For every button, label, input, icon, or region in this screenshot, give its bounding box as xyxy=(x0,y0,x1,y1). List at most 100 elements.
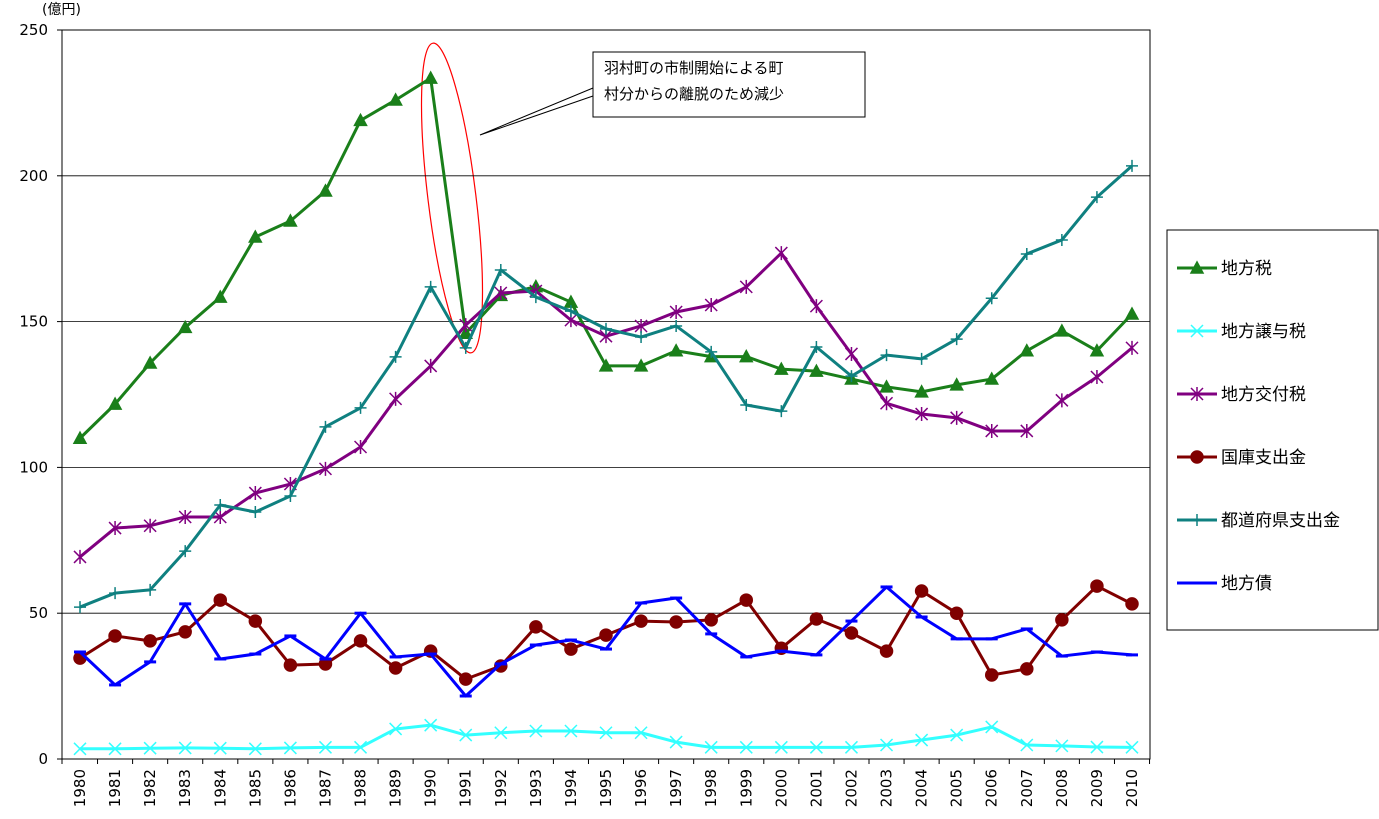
marker xyxy=(915,407,929,422)
x-tick-label: 2000 xyxy=(772,769,790,807)
marker xyxy=(354,439,368,454)
marker xyxy=(1054,323,1070,337)
marker xyxy=(739,740,753,754)
marker xyxy=(810,340,823,353)
legend-label: 地方交付税 xyxy=(1221,385,1306,405)
x-tick-label: 1987 xyxy=(316,769,334,807)
legend-marker xyxy=(1190,450,1204,464)
annotation-line: 羽村町の市制開始による町 xyxy=(604,59,784,77)
marker xyxy=(248,229,263,243)
x-tick-label: 1997 xyxy=(667,769,685,807)
marker xyxy=(949,377,964,391)
marker xyxy=(388,92,403,106)
series-line xyxy=(78,76,1134,440)
legend-label: 都道府県支出金 xyxy=(1221,511,1340,531)
annotation-line: 村分からの離脱のため減少 xyxy=(604,85,784,103)
series-line xyxy=(79,251,1133,559)
plot-area xyxy=(61,29,1151,760)
marker xyxy=(564,305,577,318)
marker xyxy=(179,545,192,558)
marker xyxy=(283,658,298,672)
marker xyxy=(318,183,333,197)
x-tick-label: 2003 xyxy=(878,769,896,807)
marker xyxy=(283,213,298,227)
marker xyxy=(915,352,928,365)
highlight-ellipse xyxy=(420,42,484,354)
marker xyxy=(459,318,473,333)
marker xyxy=(985,720,999,734)
marker xyxy=(389,722,403,736)
x-tick-label: 2010 xyxy=(1123,769,1141,807)
x-tick-label: 1980 xyxy=(71,769,89,807)
marker xyxy=(1090,191,1103,204)
marker xyxy=(1055,613,1069,627)
y-tick-label: 0 xyxy=(38,750,48,768)
marker xyxy=(424,280,437,293)
x-tick-label: 2002 xyxy=(842,769,860,807)
marker xyxy=(704,297,718,312)
legend-label: 地方譲与税 xyxy=(1221,322,1306,342)
marker xyxy=(634,614,648,628)
marker xyxy=(354,401,367,414)
marker xyxy=(318,740,332,754)
y-tick-label: 250 xyxy=(19,21,48,39)
marker xyxy=(213,593,228,607)
marker xyxy=(844,346,858,361)
marker xyxy=(950,333,963,346)
marker xyxy=(178,625,192,639)
y-axis-label: (億円) xyxy=(42,2,81,18)
marker xyxy=(248,742,262,756)
marker xyxy=(984,668,999,682)
x-tick-label: 1981 xyxy=(106,769,124,807)
y-tick-label: 150 xyxy=(19,313,48,331)
marker xyxy=(529,620,543,634)
marker xyxy=(1090,579,1104,593)
legend-label: 国庫支出金 xyxy=(1221,448,1306,468)
marker xyxy=(1055,393,1069,408)
marker xyxy=(143,741,157,755)
marker xyxy=(879,379,894,393)
y-tick-label: 200 xyxy=(19,167,48,185)
marker xyxy=(248,486,262,501)
marker xyxy=(705,345,718,358)
marker xyxy=(984,371,999,385)
marker xyxy=(177,319,193,334)
marker xyxy=(529,724,543,738)
marker xyxy=(1019,343,1035,357)
marker xyxy=(72,430,88,444)
marker xyxy=(1125,340,1139,355)
marker xyxy=(424,718,438,732)
x-tick-label: 2001 xyxy=(807,769,825,807)
marker xyxy=(845,370,858,383)
marker xyxy=(1055,233,1068,246)
marker xyxy=(704,740,718,754)
marker xyxy=(599,628,613,642)
marker xyxy=(389,350,402,363)
marker xyxy=(423,70,438,84)
x-tick-label: 1991 xyxy=(457,769,475,807)
x-tick-label: 1986 xyxy=(281,769,299,807)
marker xyxy=(458,672,473,686)
marker xyxy=(1055,739,1069,753)
marker xyxy=(564,642,578,656)
marker xyxy=(109,587,122,600)
y-tick-label: 50 xyxy=(29,604,48,622)
marker xyxy=(74,601,86,614)
marker xyxy=(669,615,683,629)
marker xyxy=(880,738,894,752)
marker xyxy=(774,361,789,375)
legend-marker xyxy=(1190,387,1204,401)
marker xyxy=(354,740,368,754)
marker xyxy=(880,396,894,411)
marker xyxy=(633,358,649,372)
x-tick-label: 1996 xyxy=(632,769,650,807)
marker xyxy=(950,410,964,425)
marker xyxy=(283,741,297,755)
marker xyxy=(213,741,227,755)
marker xyxy=(108,521,122,536)
x-tick-label: 1994 xyxy=(562,769,580,807)
marker xyxy=(1090,740,1104,754)
x-tick-label: 1998 xyxy=(702,769,720,807)
marker xyxy=(494,726,508,740)
